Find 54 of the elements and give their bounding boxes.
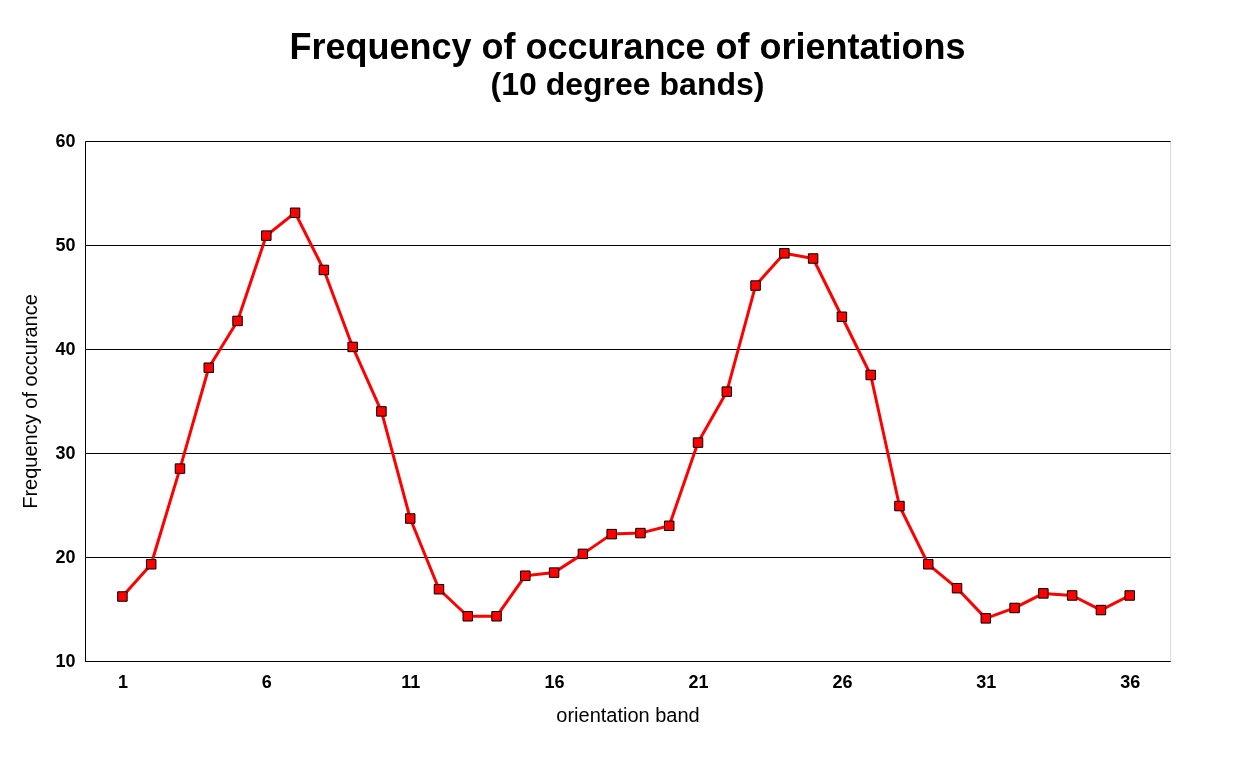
point [232,315,243,327]
point [433,584,445,595]
x-tick-label: 11 [401,671,421,692]
point [520,570,531,581]
y-tick-label: 30 [55,442,76,463]
point [894,500,905,512]
point [1009,602,1020,614]
y-tick-label: 60 [55,130,76,151]
x-tick-label: 16 [544,671,565,692]
point [807,253,819,264]
point [606,528,617,540]
point [750,280,761,291]
point [923,559,934,570]
chart-title: Frequency of occurance of orientations [289,26,966,67]
y-tick-label: 20 [55,546,76,567]
point [404,513,416,524]
point [779,248,790,259]
x-tick-label: 26 [832,671,853,692]
x-axis-title: orientation band [556,703,700,726]
x-tick-label: 36 [1120,671,1141,692]
point [145,559,157,570]
point [318,264,330,276]
point [951,582,963,594]
x-tick-label: 31 [976,671,997,692]
point [261,230,272,241]
point [203,362,214,373]
point [376,406,387,417]
y-tick-label: 10 [55,650,76,671]
point [289,207,301,218]
point [836,311,848,322]
point [635,527,646,539]
point [663,520,675,532]
point [1095,604,1107,616]
y-tick-label: 40 [55,338,76,359]
y-tick-label: 50 [55,234,76,255]
point [1124,590,1135,601]
point [548,567,560,578]
point [174,463,186,474]
point [577,548,589,560]
y-axis-title: Frequency of occurance [19,294,42,509]
point [692,437,704,448]
point [721,386,733,397]
x-tick-label: 21 [688,671,709,692]
point [117,591,128,602]
point [1066,590,1078,601]
point [980,613,992,624]
point [462,611,474,622]
point [865,369,876,381]
point [491,611,502,622]
point [347,341,358,353]
x-tick-label: 1 [117,671,128,692]
point [1038,588,1049,599]
x-tick-label: 6 [261,671,272,692]
chart-subtitle: (10 degree bands) [490,66,765,102]
